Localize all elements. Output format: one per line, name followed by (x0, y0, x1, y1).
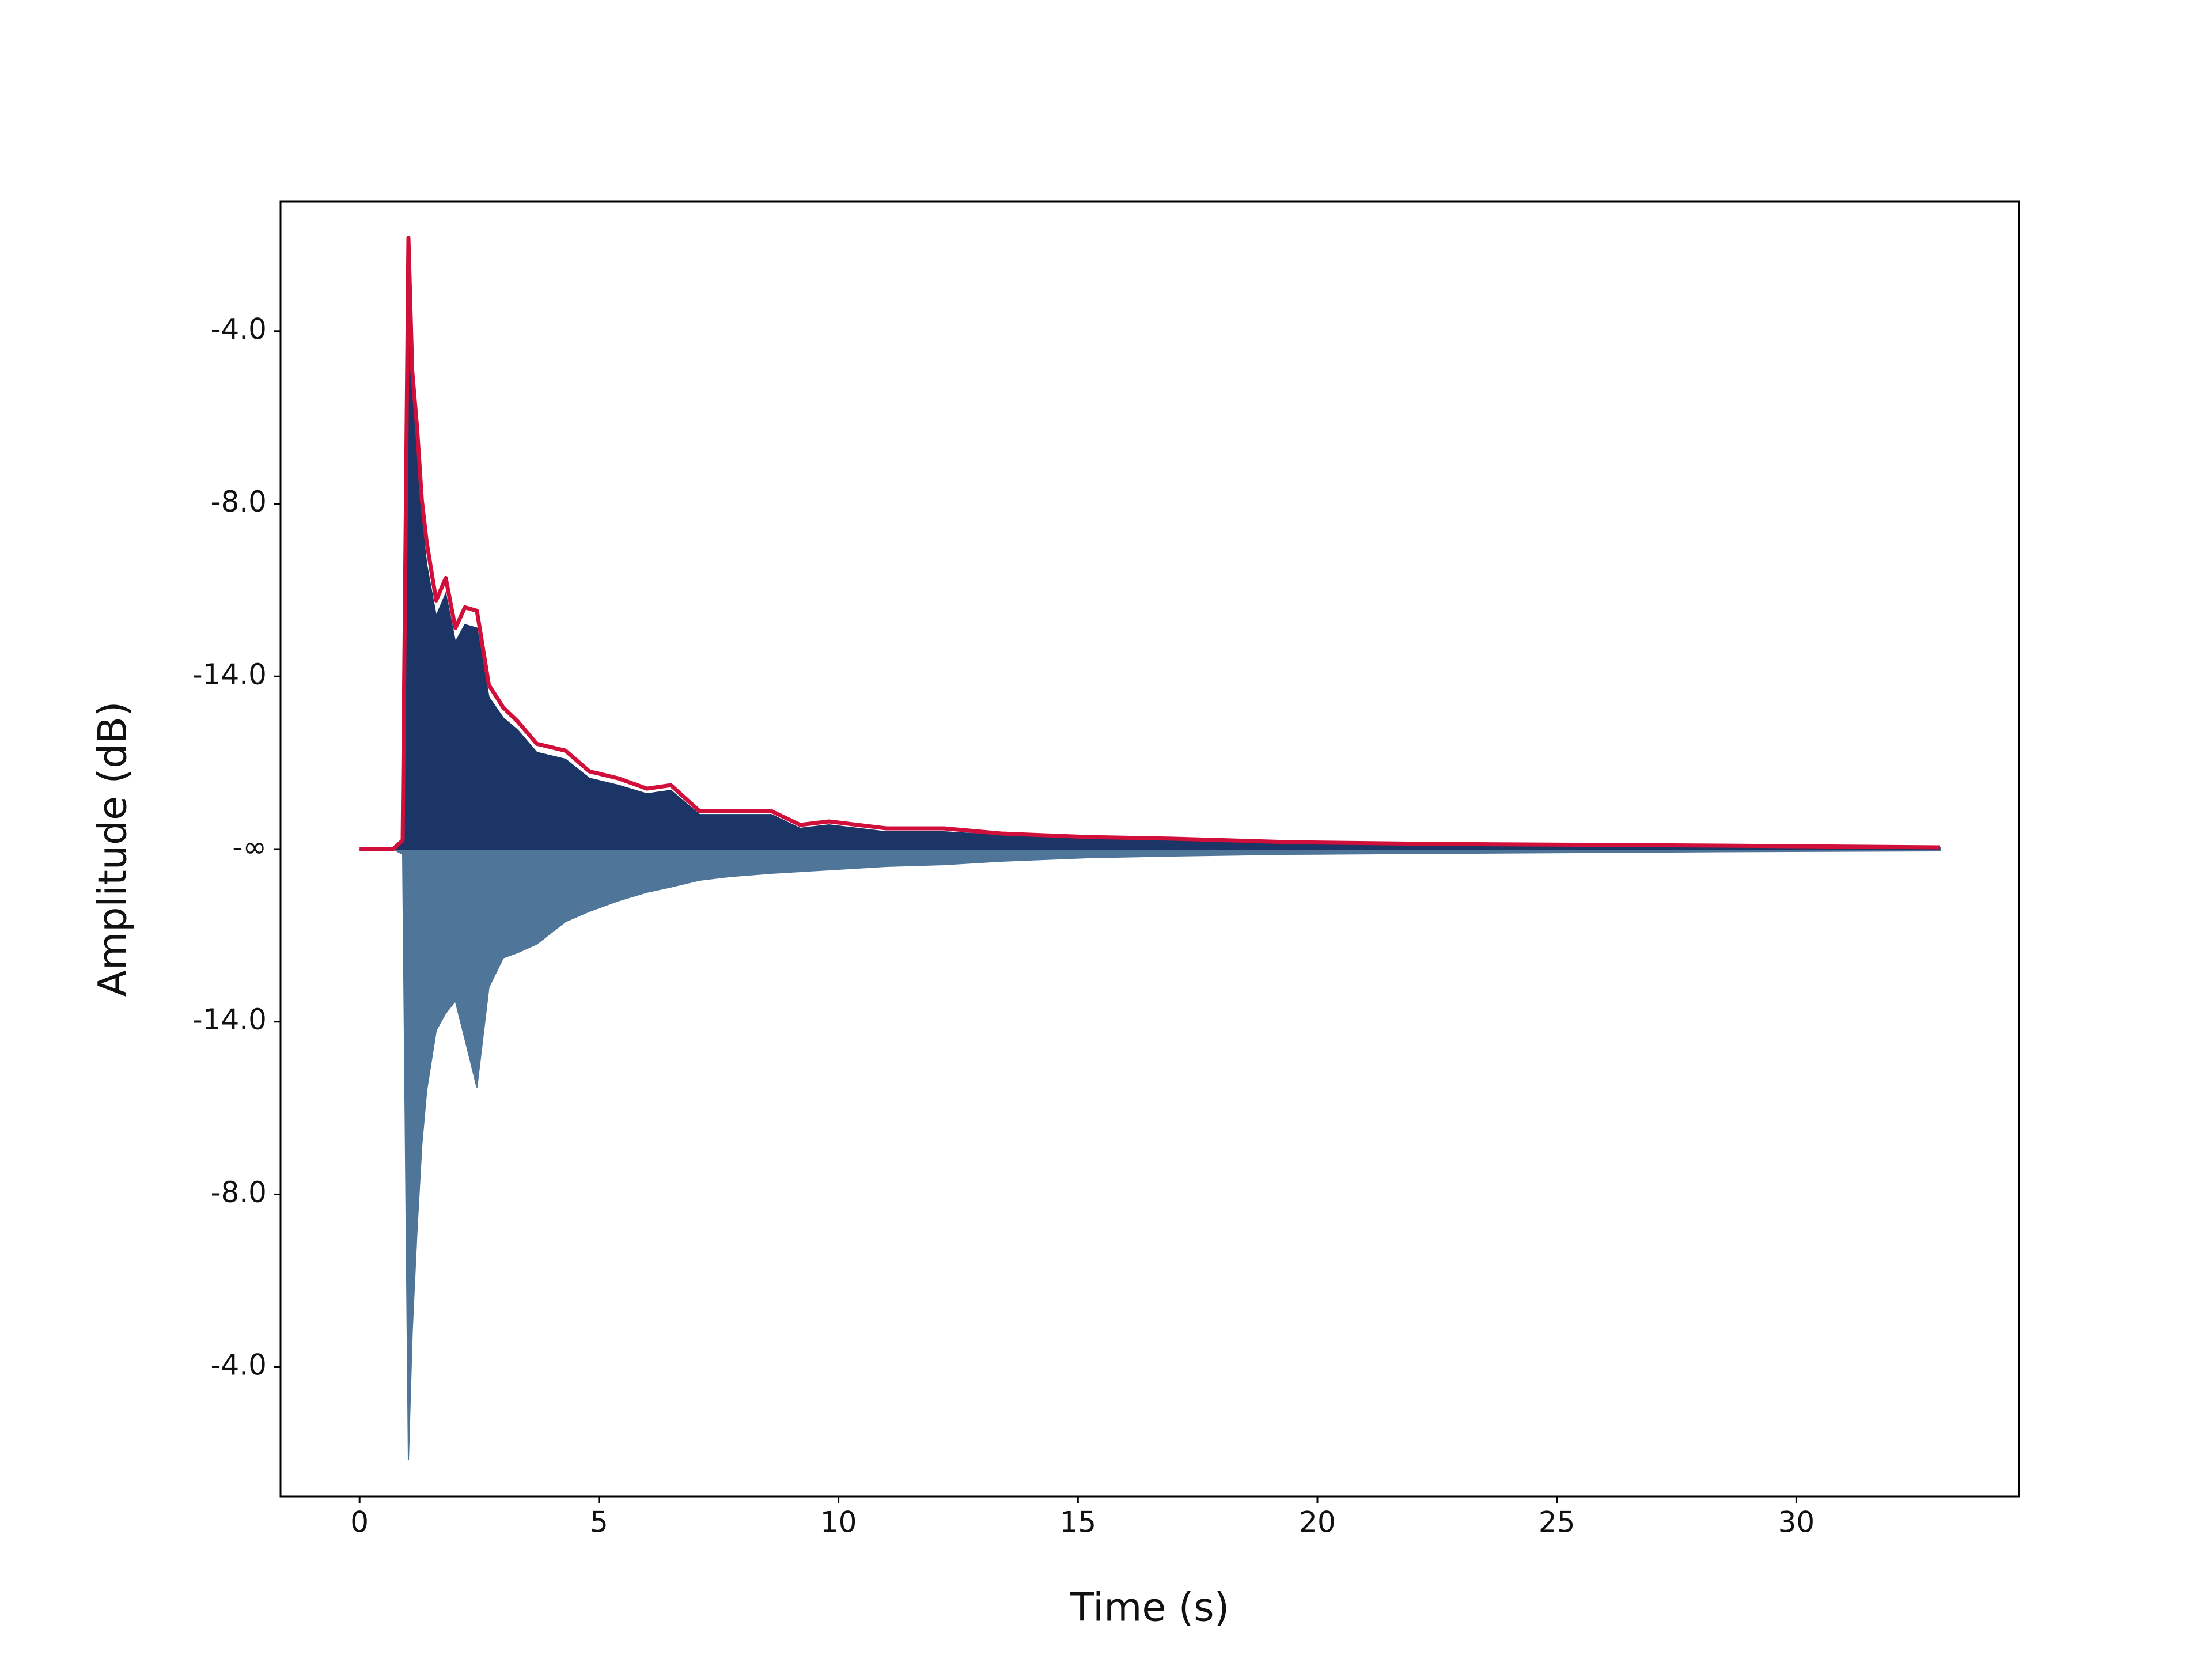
y-tick-label: -∞ (232, 831, 267, 864)
area (359, 849, 1941, 1461)
x-tick-label: 15 (1059, 1506, 1096, 1539)
x-tick-label: 10 (820, 1506, 857, 1539)
x-axis-label: Time (s) (1070, 1585, 1230, 1631)
y-axis-label: Amplitude (dB) (90, 702, 136, 997)
y-tick-label: -4.0 (210, 1349, 267, 1382)
x-tick-label: 30 (1778, 1506, 1815, 1539)
y-tick-label: -8.0 (210, 485, 267, 518)
x-tick-label: 5 (590, 1506, 608, 1539)
line (359, 236, 1940, 851)
x-tick-label: 20 (1299, 1506, 1336, 1539)
x-tick-label: 0 (350, 1506, 369, 1539)
y-tick-label: -4.0 (210, 312, 267, 346)
y-tick-label: -14.0 (192, 1003, 267, 1036)
y-tick-label: -8.0 (210, 1176, 267, 1209)
x-tick-label: 25 (1539, 1506, 1575, 1539)
area (359, 279, 1941, 850)
y-tick-label: -14.0 (192, 658, 267, 691)
